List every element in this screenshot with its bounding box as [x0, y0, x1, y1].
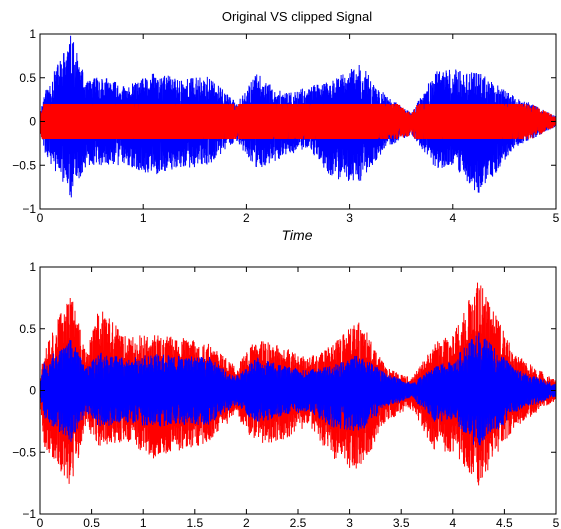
top-clipped-signal-line	[39, 103, 557, 140]
top-y-tick-label: 0.5	[19, 71, 36, 85]
top-x-tick-label: 4	[449, 211, 456, 225]
top-plot-series	[39, 35, 557, 198]
bottom-plot-y-ticks: −1 −0.5 0 0.5 1	[12, 260, 556, 521]
top-plot-x-ticks: 0 1 2 3 4 5	[37, 34, 560, 225]
bottom-y-tick-label: 0	[29, 384, 36, 398]
top-x-tick-label: 2	[243, 211, 250, 225]
bottom-x-tick-label: 2.5	[290, 516, 307, 529]
bottom-y-tick-label: 1	[29, 260, 36, 274]
bottom-blue-signal-line	[39, 332, 557, 446]
top-y-tick-label: −0.5	[12, 158, 36, 172]
top-plot-y-ticks: −1 −0.5 0 0.5 1	[12, 27, 556, 216]
top-y-tick-label: 0	[29, 115, 36, 129]
top-x-tick-label: 1	[140, 211, 147, 225]
top-plot-x-axis-label: Time	[282, 227, 313, 243]
bottom-y-tick-label: −1	[22, 507, 36, 521]
top-x-tick-label: 0	[37, 211, 44, 225]
top-x-tick-label: 5	[553, 211, 560, 225]
top-y-tick-label: 1	[29, 27, 36, 41]
top-y-tick-label: −1	[22, 202, 36, 216]
bottom-x-tick-label: 2	[243, 516, 250, 529]
bottom-y-tick-label: −0.5	[12, 445, 36, 459]
bottom-x-tick-label: 5	[553, 516, 560, 529]
bottom-x-tick-label: 0.5	[83, 516, 100, 529]
bottom-x-tick-label: 4.5	[496, 516, 513, 529]
bottom-x-tick-label: 1	[140, 516, 147, 529]
bottom-x-tick-label: 1.5	[186, 516, 203, 529]
top-x-tick-label: 3	[346, 211, 353, 225]
bottom-plot-x-ticks: 0 0.5 1 1.5 2 2.5 3 3.5 4 4.5 5	[37, 267, 560, 529]
bottom-x-tick-label: 3.5	[393, 516, 410, 529]
bottom-plot: 0 0.5 1 1.5 2 2.5 3 3.5 4 4.5 5 −1 −0.5 0 0.5 1	[12, 260, 559, 529]
top-plot: Original VS clipped Signal 0 1 2 3 4 5 −1 −0.5…	[12, 9, 559, 243]
bottom-y-tick-label: 0.5	[19, 322, 36, 336]
bottom-plot-series	[39, 282, 557, 486]
bottom-x-tick-label: 4	[449, 516, 456, 529]
top-plot-title: Original VS clipped Signal	[222, 9, 372, 24]
bottom-x-tick-label: 0	[37, 516, 44, 529]
bottom-x-tick-label: 3	[346, 516, 353, 529]
